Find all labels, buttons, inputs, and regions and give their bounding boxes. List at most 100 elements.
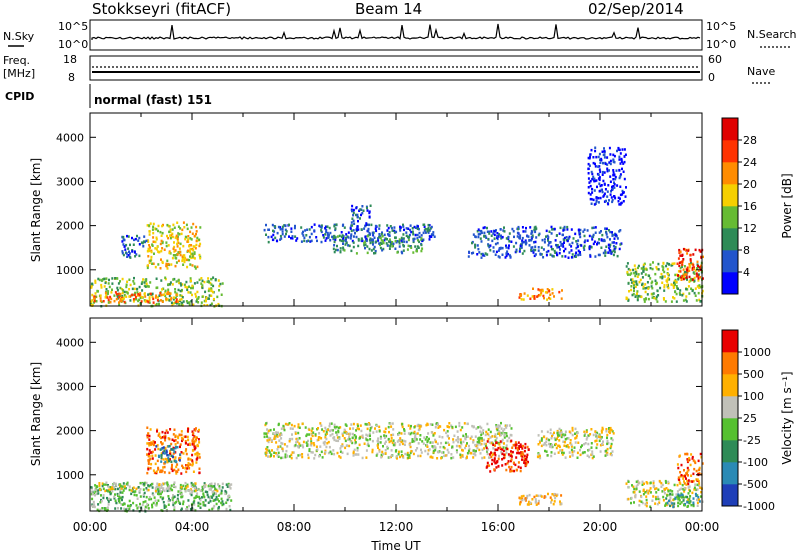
power-cell	[116, 286, 119, 290]
velocity-cell	[335, 431, 338, 434]
power-cell	[347, 244, 350, 247]
power-cell	[416, 233, 419, 237]
velocity-cell	[679, 502, 682, 505]
power-cell	[684, 270, 686, 274]
velocity-cell	[672, 505, 675, 508]
velocity-cell	[187, 461, 190, 465]
velocity-cell	[554, 438, 557, 442]
velocity-cell	[286, 454, 288, 457]
velocity-cell	[692, 503, 695, 506]
velocity-cell	[116, 487, 119, 491]
velocity-cell	[479, 452, 482, 455]
power-cell	[698, 298, 701, 302]
velocity-cell	[550, 454, 553, 458]
power-cell	[651, 287, 654, 290]
velocity-cell	[520, 452, 523, 456]
power-cell	[689, 259, 692, 263]
power-cell	[613, 250, 616, 254]
velocity-cell	[123, 502, 126, 506]
velocity-cell	[388, 430, 390, 434]
velocity-cell	[459, 456, 462, 459]
power-cell	[594, 226, 597, 229]
power-cell	[682, 275, 685, 279]
velocity-cell	[152, 440, 155, 443]
velocity-cell	[198, 441, 201, 444]
power-cell	[524, 242, 527, 246]
power-cell	[609, 175, 612, 178]
power-cell	[109, 295, 112, 299]
velocity-cell	[121, 491, 124, 494]
power-cell	[593, 240, 596, 243]
power-cell	[197, 297, 200, 300]
velocity-cell	[397, 453, 400, 456]
power-cell	[483, 234, 486, 238]
power-cell	[657, 262, 660, 266]
power-cell	[594, 165, 597, 168]
power-cell	[170, 234, 173, 237]
velocity-cell	[559, 433, 562, 437]
velocity-cell	[191, 460, 194, 463]
velocity-cell	[556, 435, 559, 438]
velocity-cell	[172, 446, 175, 450]
power-cell	[391, 245, 394, 248]
power-cell	[534, 240, 537, 244]
power-cell	[281, 232, 284, 236]
velocity-cell	[568, 451, 571, 454]
velocity-cell	[356, 427, 359, 430]
power-cell	[606, 190, 609, 193]
velocity-cell	[667, 488, 670, 492]
power-cell	[647, 287, 650, 290]
velocity-cell	[201, 488, 204, 492]
power-cell	[568, 251, 571, 254]
power-cell	[656, 300, 659, 303]
velocity-cell	[275, 452, 277, 455]
power-cell	[521, 241, 524, 244]
power-cell	[107, 301, 110, 304]
velocity-cell	[549, 431, 552, 435]
velocity-cell	[119, 488, 122, 491]
velocity-cell	[207, 501, 210, 504]
velocity-cell	[225, 491, 228, 494]
velocity-cell	[222, 502, 225, 506]
velocity-cell	[506, 447, 509, 450]
velocity-cell	[486, 450, 488, 453]
velocity-cell	[113, 497, 116, 500]
velocity-cell	[216, 498, 219, 501]
velocity-cell	[609, 426, 612, 430]
power-cell	[609, 153, 612, 156]
power-cell	[93, 299, 96, 303]
power-cell	[148, 233, 151, 236]
velocity-cell	[606, 442, 609, 446]
velocity-cell	[377, 437, 380, 440]
power-cell	[589, 153, 592, 156]
power-cell	[164, 277, 167, 281]
velocity-cell	[658, 501, 661, 504]
velocity-cell	[196, 492, 199, 495]
power-cell	[597, 177, 600, 180]
power-cell	[136, 234, 138, 238]
velocity-cell	[198, 428, 200, 432]
velocity-cell	[193, 489, 196, 493]
power-cell	[379, 246, 382, 250]
power-cell	[616, 237, 619, 240]
power-cell	[574, 253, 577, 256]
power-cell	[177, 288, 180, 292]
velocity-cell	[537, 502, 540, 505]
power-cell	[496, 232, 499, 235]
power-cell	[399, 225, 401, 229]
power-cell	[612, 173, 615, 177]
velocity-cell	[90, 490, 93, 493]
velocity-cell	[611, 438, 614, 442]
velocity-cell	[684, 452, 687, 456]
velocity-cell	[291, 437, 294, 441]
velocity-cell	[390, 433, 393, 437]
power-cell	[294, 224, 296, 228]
velocity-cell	[220, 492, 223, 495]
velocity-cell	[417, 454, 420, 458]
velocity-cell	[130, 492, 133, 496]
velocity-cell	[286, 445, 289, 448]
power-cell	[608, 169, 610, 172]
power-cell	[186, 265, 189, 269]
power-cell	[679, 250, 682, 254]
power-cell	[369, 204, 372, 207]
